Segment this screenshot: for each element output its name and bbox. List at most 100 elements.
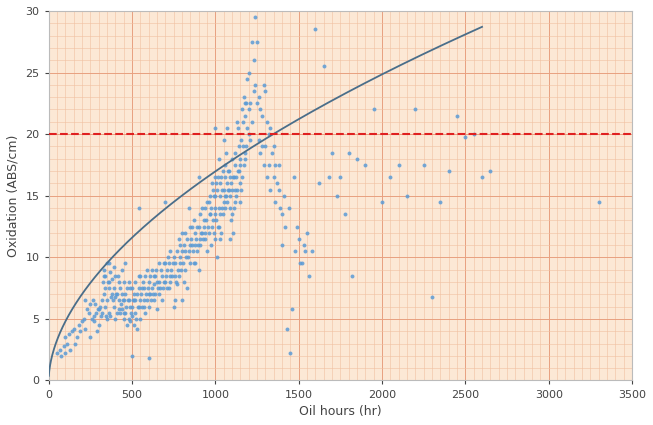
- Point: [280, 223, 291, 230]
- Point: [151, 266, 161, 273]
- Point: [245, 100, 255, 107]
- Point: [186, 235, 197, 242]
- Point: [263, 131, 274, 138]
- Point: [192, 248, 202, 255]
- Point: [255, 106, 266, 113]
- Point: [216, 174, 227, 181]
- Point: [257, 143, 267, 150]
- Point: [177, 297, 187, 304]
- Point: [253, 94, 264, 101]
- Point: [402, 192, 412, 199]
- Point: [263, 162, 274, 168]
- Point: [277, 241, 287, 248]
- Point: [124, 297, 135, 304]
- Point: [72, 334, 82, 341]
- Point: [135, 285, 145, 292]
- Point: [260, 143, 270, 150]
- Point: [99, 272, 110, 279]
- Point: [199, 217, 209, 224]
- Point: [206, 241, 216, 248]
- Point: [109, 285, 119, 292]
- Point: [183, 204, 194, 211]
- Point: [181, 254, 191, 261]
- Point: [235, 162, 246, 168]
- Point: [130, 278, 140, 285]
- Point: [127, 303, 137, 310]
- Point: [95, 303, 106, 310]
- Point: [170, 297, 181, 304]
- Point: [159, 260, 170, 267]
- Point: [189, 260, 199, 267]
- Point: [121, 285, 132, 292]
- Point: [238, 143, 248, 150]
- Point: [97, 278, 108, 285]
- Point: [307, 248, 317, 255]
- Point: [102, 297, 112, 304]
- Point: [323, 174, 334, 181]
- Point: [235, 198, 246, 205]
- Point: [360, 162, 371, 168]
- Point: [105, 313, 116, 320]
- Point: [189, 241, 200, 248]
- Point: [228, 174, 238, 181]
- Point: [135, 315, 146, 322]
- Point: [197, 229, 207, 236]
- Point: [340, 211, 351, 218]
- Point: [127, 313, 137, 320]
- Point: [208, 217, 218, 224]
- Point: [91, 309, 101, 316]
- Point: [238, 94, 249, 101]
- Point: [138, 285, 149, 292]
- Point: [142, 297, 152, 304]
- Point: [65, 346, 76, 353]
- Point: [278, 192, 289, 199]
- Point: [123, 278, 134, 285]
- Point: [123, 297, 133, 304]
- Point: [259, 82, 269, 88]
- Point: [120, 260, 131, 267]
- Point: [159, 278, 169, 285]
- Point: [184, 241, 195, 248]
- Point: [215, 192, 225, 199]
- Point: [202, 198, 212, 205]
- Point: [204, 198, 214, 205]
- Point: [304, 272, 314, 279]
- Point: [97, 297, 107, 304]
- Point: [125, 303, 136, 310]
- Point: [150, 272, 161, 279]
- Point: [225, 192, 236, 199]
- Point: [52, 350, 62, 357]
- Point: [270, 162, 281, 168]
- Point: [129, 322, 139, 329]
- Point: [214, 223, 224, 230]
- Point: [274, 162, 284, 168]
- Point: [217, 168, 228, 175]
- Point: [175, 241, 185, 248]
- Point: [213, 174, 223, 181]
- Point: [238, 119, 248, 125]
- Point: [141, 291, 151, 298]
- Point: [242, 75, 252, 82]
- Point: [94, 322, 104, 329]
- Point: [347, 272, 357, 279]
- X-axis label: Oil hours (hr): Oil hours (hr): [299, 405, 381, 418]
- Point: [102, 315, 112, 322]
- Point: [239, 149, 249, 156]
- Point: [212, 186, 222, 193]
- Point: [210, 235, 221, 242]
- Point: [127, 352, 137, 359]
- Point: [77, 318, 88, 325]
- Point: [224, 204, 234, 211]
- Point: [210, 174, 221, 181]
- Point: [121, 303, 131, 310]
- Point: [195, 211, 206, 218]
- Point: [62, 340, 72, 347]
- Point: [196, 229, 206, 236]
- Point: [594, 198, 604, 205]
- Point: [130, 297, 140, 304]
- Point: [114, 306, 125, 312]
- Point: [153, 291, 164, 298]
- Point: [230, 198, 240, 205]
- Point: [250, 82, 261, 88]
- Point: [240, 156, 251, 162]
